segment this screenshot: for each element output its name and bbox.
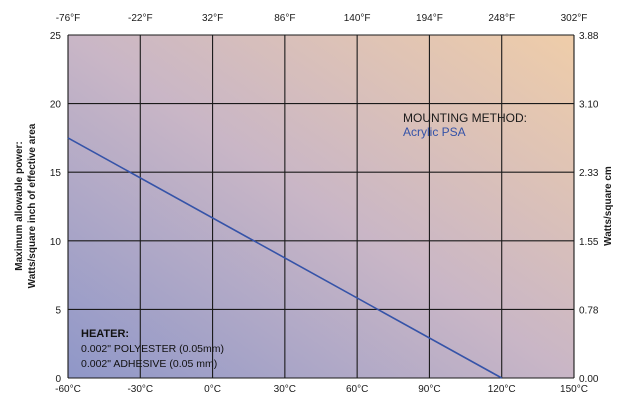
y-tick-label-right: 0.00 [579,374,599,385]
y-tick-label-left: 25 [50,31,62,42]
x-tick-label-bottom: 30°C [274,384,296,395]
x-tick-label-bottom: 90°C [418,384,440,395]
x-tick-label-top: -22°F [128,13,153,24]
x-tick-label-bottom: -60°C [55,384,81,395]
plot-background [68,35,574,378]
x-tick-label-bottom: 60°C [346,384,368,395]
grid [67,34,575,379]
y-tick-label-right: 3.88 [579,31,599,42]
y-tick-label-left: 20 [50,100,62,111]
heater-title: HEATER: [81,328,129,340]
series-line [67,137,503,379]
y-tick-label-left: 5 [55,305,61,316]
x-tick-label-top: 140°F [344,13,371,24]
mounting-method-title: MOUNTING METHOD: [403,111,527,125]
heater-line-2: 0.002" ADHESIVE (0.05 mm) [81,358,217,370]
x-tick-label-bottom: 0°C [204,384,221,395]
y-axis-left-label-line1: Maximum allowable power: [14,141,25,270]
mounting-method-value: Acrylic PSA [403,125,466,139]
x-tick-label-top: -76°F [56,13,81,24]
right-tick-labels: 0.00 0.78 1.55 2.33 3.10 3.88 [579,31,599,385]
y-tick-label-right: 1.55 [579,237,599,248]
x-tick-label-top: 32°F [202,13,223,24]
y-tick-label-right: 3.10 [579,100,599,111]
x-tick-label-top: 86°F [274,13,295,24]
series-group [67,137,503,379]
left-tick-labels: 0 5 10 15 20 25 [50,31,62,385]
y-tick-label-right: 2.33 [579,168,599,179]
y-tick-label-right: 0.78 [579,305,599,316]
y-axis-right-label: Watts/square cm [603,166,614,246]
x-tick-label-bottom: -30°C [127,384,153,395]
y-tick-label-left: 0 [55,374,61,385]
x-tick-label-top: 248°F [488,13,515,24]
x-tick-label-top: 302°F [561,13,588,24]
heater-line-1: 0.002" POLYESTER (0.05mm) [81,343,224,355]
x-tick-label-bottom: 120°C [488,384,516,395]
y-axis-left-label-line2: Watts/square inch of effective area [27,123,38,288]
x-tick-label-top: 194°F [416,13,443,24]
top-tick-labels: -76°F -22°F 32°F 86°F 140°F 194°F 248°F 302°F [56,13,588,24]
bottom-tick-labels: -60°C -30°C 0°C 30°C 60°C 90°C 120°C 150°C [55,384,588,395]
x-tick-label-bottom: 150°C [560,384,588,395]
y-tick-label-left: 15 [50,168,62,179]
y-tick-label-left: 10 [50,237,62,248]
